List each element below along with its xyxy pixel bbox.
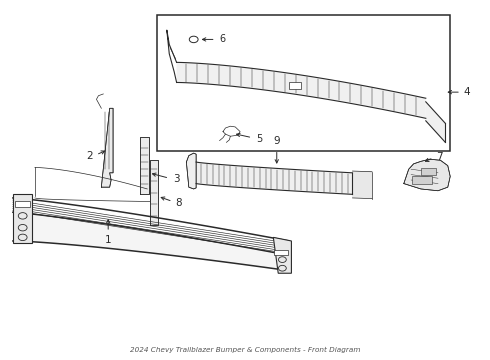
- Polygon shape: [150, 160, 158, 225]
- Text: 5: 5: [256, 134, 262, 144]
- Polygon shape: [273, 237, 292, 273]
- Bar: [412, 176, 432, 184]
- Text: 1: 1: [105, 234, 112, 244]
- Bar: [421, 168, 436, 175]
- Polygon shape: [140, 137, 149, 194]
- Polygon shape: [404, 159, 450, 191]
- Polygon shape: [186, 153, 196, 189]
- Bar: [274, 249, 288, 255]
- Text: 2024 Chevy Trailblazer Bumper & Components - Front Diagram: 2024 Chevy Trailblazer Bumper & Componen…: [130, 347, 360, 353]
- Text: 7: 7: [437, 152, 443, 162]
- Polygon shape: [101, 108, 113, 187]
- Text: 6: 6: [220, 35, 226, 44]
- Text: 9: 9: [273, 136, 280, 146]
- Bar: [15, 201, 30, 207]
- Text: 8: 8: [175, 198, 182, 208]
- Text: 2: 2: [86, 151, 93, 161]
- Text: 3: 3: [172, 174, 179, 184]
- Bar: [289, 82, 301, 89]
- Text: 4: 4: [464, 87, 470, 97]
- Polygon shape: [13, 194, 32, 243]
- Bar: [157, 15, 450, 151]
